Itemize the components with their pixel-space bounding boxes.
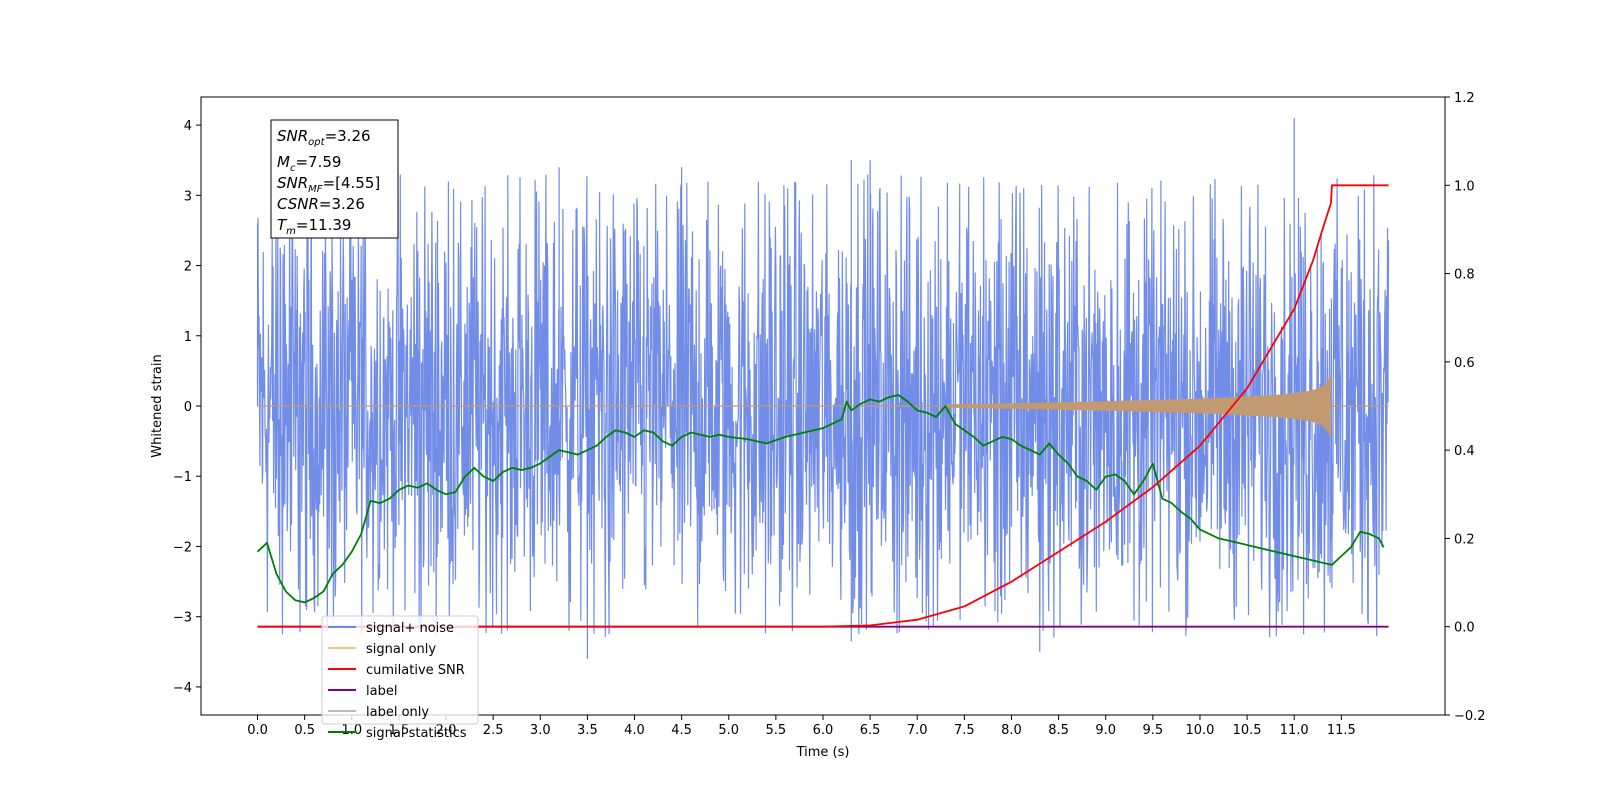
info-mc: Mc=7.59 (277, 153, 341, 174)
y-tick-label: 2 (184, 260, 192, 275)
legend-label: cumilative SNR (366, 663, 465, 678)
x-tick-label: 11.5 (1327, 723, 1356, 738)
x-axis-label: Time (s) (796, 745, 850, 760)
x-tick-label: 4.5 (671, 723, 692, 738)
y-tick-label: −1 (173, 470, 192, 485)
y2-tick-label: 1.2 (1454, 91, 1475, 106)
y2-tick-label: 0.0 (1454, 621, 1475, 636)
x-tick-label: 1.5 (389, 723, 410, 738)
y-tick-label: 0 (184, 400, 192, 415)
x-tick-label: 2.0 (436, 723, 457, 738)
x-tick-label: 3.5 (577, 723, 598, 738)
legend: signal+ noise signal only cumilative SNR la… (321, 615, 479, 741)
y-tick-label: 4 (184, 119, 192, 134)
x-tick-label: 5.5 (766, 723, 787, 738)
x-tick-label: 9.0 (1095, 723, 1116, 738)
legend-label: signal statistics (366, 726, 467, 741)
legend-label: signal+ noise (366, 621, 454, 636)
x-tick-label: 11.0 (1280, 723, 1309, 738)
y-tick-label: −4 (173, 681, 192, 696)
x-tick-label: 2.5 (483, 723, 504, 738)
y-tick-label: −3 (173, 611, 192, 626)
legend-label: label (366, 684, 397, 699)
x-tick-label: 9.5 (1143, 723, 1164, 738)
x-tick-label: 6.5 (860, 723, 881, 738)
x-tick-label: 6.0 (813, 723, 834, 738)
y2-tick-label: −0.2 (1454, 709, 1486, 724)
series-cumulative-snr (257, 184, 1389, 628)
x-tick-label: 10.5 (1233, 723, 1262, 738)
x-tick-label: 0.0 (247, 723, 268, 738)
x-tick-label: 7.5 (954, 723, 975, 738)
x-tick-label: 7.0 (907, 723, 928, 738)
info-snr-opt: SNRopt=3.26 (277, 127, 371, 148)
x-tick-label: 3.0 (530, 723, 551, 738)
y-axis-left: 4 3 2 1 0 −1 −2 −3 −4 (173, 119, 201, 696)
x-tick-label: 4.0 (624, 723, 645, 738)
series-signal-only-chirp (945, 376, 1332, 436)
y-tick-label: 1 (184, 330, 192, 345)
info-snr-mf: SNRMF=[4.55] (277, 174, 380, 195)
series-signal-statistics (256, 394, 1385, 604)
x-tick-label: 8.5 (1048, 723, 1069, 738)
y-axis-label: Whitened strain (150, 354, 165, 457)
y-axis-right: 1.2 1.0 0.8 0.6 0.4 0.2 0.0 −0.2 (1445, 91, 1486, 724)
info-tm: Tm=11.39 (277, 216, 351, 237)
legend-box (321, 615, 479, 725)
legend-label: label only (366, 705, 429, 720)
x-tick-label: 8.0 (1001, 723, 1022, 738)
plot-area (256, 118, 1390, 659)
x-tick-label: 10.0 (1185, 723, 1214, 738)
x-tick-label: 1.0 (341, 723, 362, 738)
series-signal-noise (256, 174, 1390, 638)
y-tick-label: 3 (184, 189, 192, 204)
y2-tick-label: 0.8 (1454, 268, 1475, 283)
info-csnr: CSNR=3.26 (277, 195, 365, 213)
y2-tick-label: 1.0 (1454, 179, 1475, 194)
y-tick-label: −2 (173, 540, 192, 555)
legend-label: signal only (366, 642, 436, 657)
y2-tick-label: 0.2 (1454, 532, 1475, 547)
x-tick-label: 0.5 (294, 723, 315, 738)
x-tick-label: 5.0 (718, 723, 739, 738)
y2-tick-label: 0.6 (1454, 356, 1475, 371)
y2-tick-label: 0.4 (1454, 444, 1475, 459)
info-box: SNRopt=3.26 Mc=7.59 SNRMF=[4.55] CSNR=3.… (270, 119, 399, 239)
